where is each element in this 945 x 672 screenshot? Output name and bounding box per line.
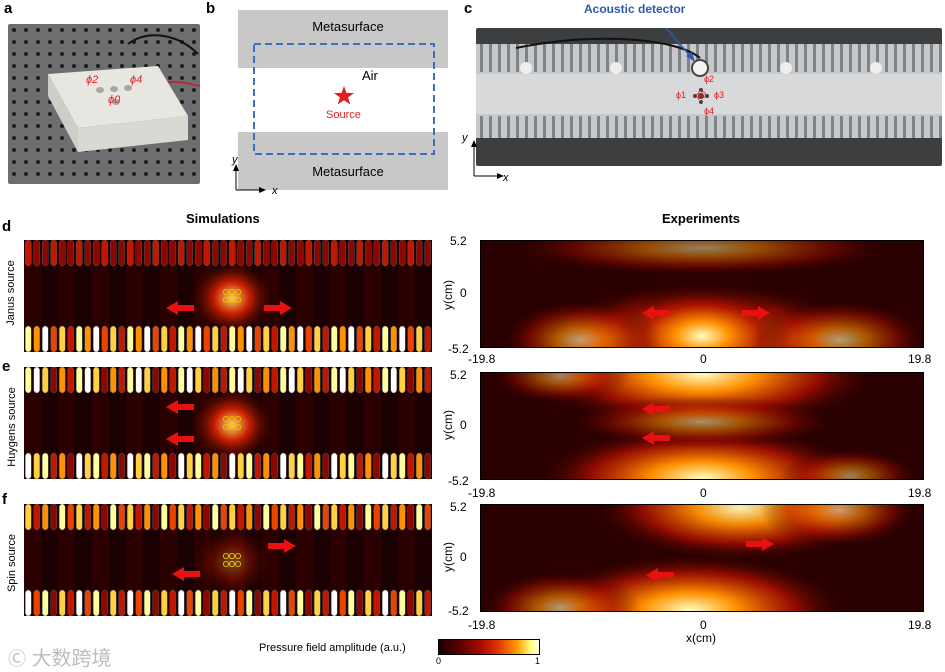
colorbar-max: 1 [535, 656, 541, 666]
direction-arrow [172, 567, 200, 581]
panel-label-f: f [2, 491, 7, 508]
x-axis-label: x(cm) [686, 631, 716, 645]
ytick-label: 5.2 [450, 234, 467, 248]
sim-map-huygens [24, 366, 432, 480]
photo-janus-source-device: ϕ2 ϕ4 ϕ0 [8, 24, 200, 184]
exp-map-janus [480, 219, 930, 408]
phi-label: ϕ4 [130, 74, 143, 86]
ytick-label: 0 [460, 286, 467, 300]
xtick-label: 0 [700, 352, 707, 366]
panel-label-c: c [464, 0, 473, 17]
direction-arrow [268, 539, 296, 553]
direction-arrow [742, 306, 770, 320]
colorbar [438, 639, 540, 655]
air-label: Air [362, 68, 378, 83]
phi-label: ϕ4 [704, 106, 715, 116]
panel-label-b: b [206, 0, 216, 17]
colorbar-label: Pressure field amplitude (a.u.) [259, 642, 406, 654]
sim-map-janus [24, 239, 432, 353]
ytick-label: 5.2 [450, 368, 467, 382]
row-label-huygens: Huygens source [6, 387, 18, 467]
direction-arrow [642, 306, 670, 320]
row-label-janus: Janus source [5, 260, 17, 326]
sim-map-spin [24, 503, 432, 617]
metasurface-bottom-label: Metasurface [312, 164, 384, 179]
axis-arrows-c [466, 132, 516, 182]
simulations-header: Simulations [186, 211, 260, 226]
xtick-label: -19.8 [468, 486, 496, 500]
y-axis-label: y(cm) [441, 280, 455, 310]
ytick-label: 0 [460, 418, 467, 432]
xtick-label: -19.8 [468, 618, 496, 632]
direction-arrow [166, 400, 194, 414]
xtick-label: 19.8 [908, 352, 932, 366]
acoustic-detector-label: Acoustic detector [584, 2, 686, 16]
ytick-label: 5.2 [450, 500, 467, 514]
ytick-label: -5.2 [448, 342, 469, 356]
panel-label-d: d [2, 218, 12, 235]
ytick-label: -5.2 [448, 604, 469, 618]
panel-label-e: e [2, 358, 11, 375]
xtick-label: 19.8 [908, 618, 932, 632]
panel-label-a: a [4, 0, 13, 17]
y-axis-label: y(cm) [441, 542, 455, 572]
row-label-spin: Spin source [6, 533, 18, 593]
direction-arrow [746, 537, 774, 551]
colorbar-min: 0 [436, 656, 442, 666]
watermark-logo: Ⓒ 大数跨境 [8, 648, 112, 670]
xtick-label: 19.8 [908, 486, 932, 500]
y-axis-label: y(cm) [441, 410, 455, 440]
metasurface-top-label: Metasurface [312, 19, 384, 34]
xtick-label: 0 [700, 486, 707, 500]
exp-map-spin [480, 453, 924, 668]
schematic-waveguide: Metasurface Metasurface Air Source y x [218, 8, 458, 198]
y-axis-label: y [462, 132, 468, 144]
direction-arrow [646, 568, 674, 582]
direction-arrow [642, 431, 670, 445]
watermark-text: 大数跨境 [31, 648, 112, 670]
ytick-label: -5.2 [448, 474, 469, 488]
source-label: Source [326, 109, 361, 121]
experiments-header: Experiments [662, 211, 741, 226]
direction-arrow [166, 432, 194, 446]
x-axis-label: x [503, 172, 509, 184]
phi-label: ϕ0 [108, 94, 121, 106]
y-axis-label: y [232, 154, 238, 166]
direction-arrow [642, 402, 670, 416]
direction-arrow [264, 301, 292, 315]
xtick-label: -19.8 [468, 352, 496, 366]
phi-label: ϕ0 [696, 90, 707, 100]
phi-label: ϕ2 [86, 74, 99, 86]
x-axis-label: x [272, 185, 278, 197]
direction-arrow [166, 301, 194, 315]
phi-label: ϕ3 [714, 90, 725, 100]
exp-map-huygens [480, 316, 924, 533]
xtick-label: 0 [700, 618, 707, 632]
phi-label: ϕ1 [676, 90, 687, 100]
ytick-label: 0 [460, 550, 467, 564]
phi-label: ϕ2 [704, 74, 715, 84]
photo-experimental-setup: ϕ2 ϕ1 ϕ0 ϕ3 ϕ4 [476, 28, 942, 166]
